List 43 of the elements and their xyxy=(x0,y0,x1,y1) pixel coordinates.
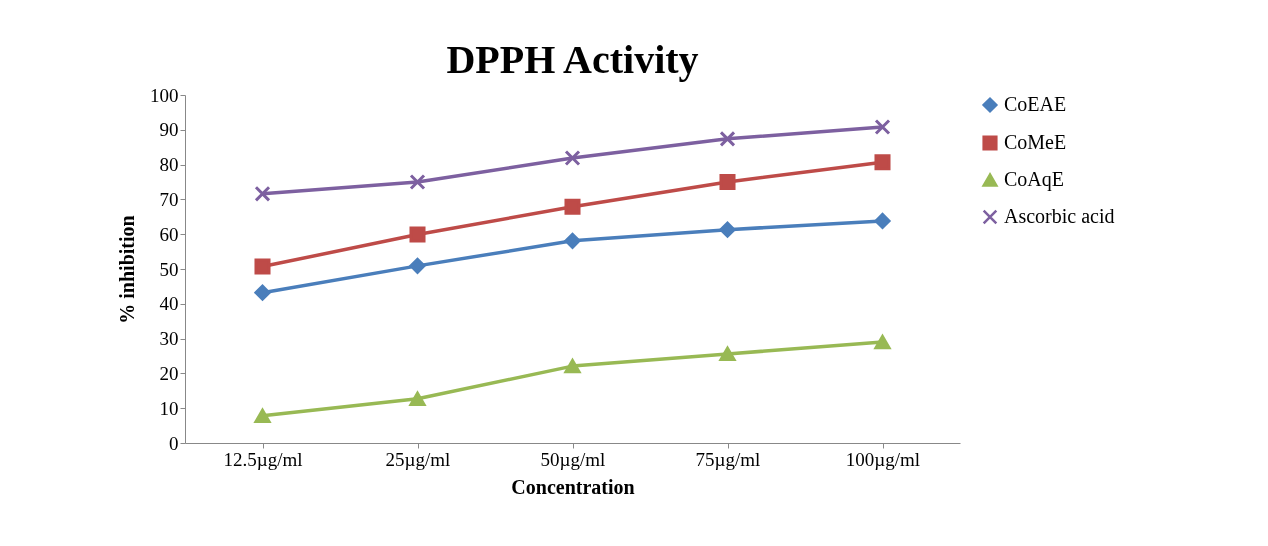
y-tick-label: 20 xyxy=(159,362,179,384)
point xyxy=(874,119,891,136)
point xyxy=(719,130,736,147)
y-tick-label: 80 xyxy=(159,154,179,176)
point xyxy=(719,221,736,238)
legend-label: CoMeE xyxy=(1004,131,1067,153)
point xyxy=(874,334,891,350)
point xyxy=(874,154,891,171)
legend-label: CoEAE xyxy=(1004,93,1067,115)
point xyxy=(564,198,581,215)
legend-label: CoAqE xyxy=(1004,168,1064,191)
y-tick-label: 10 xyxy=(159,397,179,419)
point xyxy=(409,173,426,191)
point xyxy=(409,257,426,274)
y-tick-label: 50 xyxy=(159,258,179,280)
point xyxy=(564,232,581,249)
x-tick-label: 12.5µg/ml xyxy=(223,448,303,470)
point xyxy=(254,258,271,275)
chart-title: DPPH Activity xyxy=(446,37,699,82)
x-tick-label: 75µg/ml xyxy=(695,448,761,470)
legend-label: Ascorbic acid xyxy=(1004,205,1115,227)
x-tick-label: 50µg/ml xyxy=(540,448,606,470)
y-tick-label: 90 xyxy=(159,119,179,141)
point xyxy=(254,185,271,202)
point xyxy=(254,408,271,423)
y-tick-label: 40 xyxy=(159,293,179,315)
point xyxy=(719,173,736,191)
point xyxy=(874,212,891,229)
y-tick-label: 0 xyxy=(169,432,179,454)
y-tick-label: 100 xyxy=(150,84,179,106)
point xyxy=(409,391,426,406)
x-tick-label: 25µg/ml xyxy=(385,448,451,470)
y-tick-label: 70 xyxy=(159,188,179,210)
point xyxy=(409,226,426,243)
y-axis-title: % inhibition xyxy=(116,215,138,324)
x-tick-label: 100µg/ml xyxy=(845,448,921,470)
point xyxy=(564,358,581,374)
y-tick-label: 60 xyxy=(159,223,179,245)
x-axis-title: Concentration xyxy=(511,475,635,498)
point xyxy=(564,149,581,167)
point xyxy=(254,284,271,301)
y-tick-label: 30 xyxy=(159,328,179,350)
point xyxy=(719,346,736,362)
